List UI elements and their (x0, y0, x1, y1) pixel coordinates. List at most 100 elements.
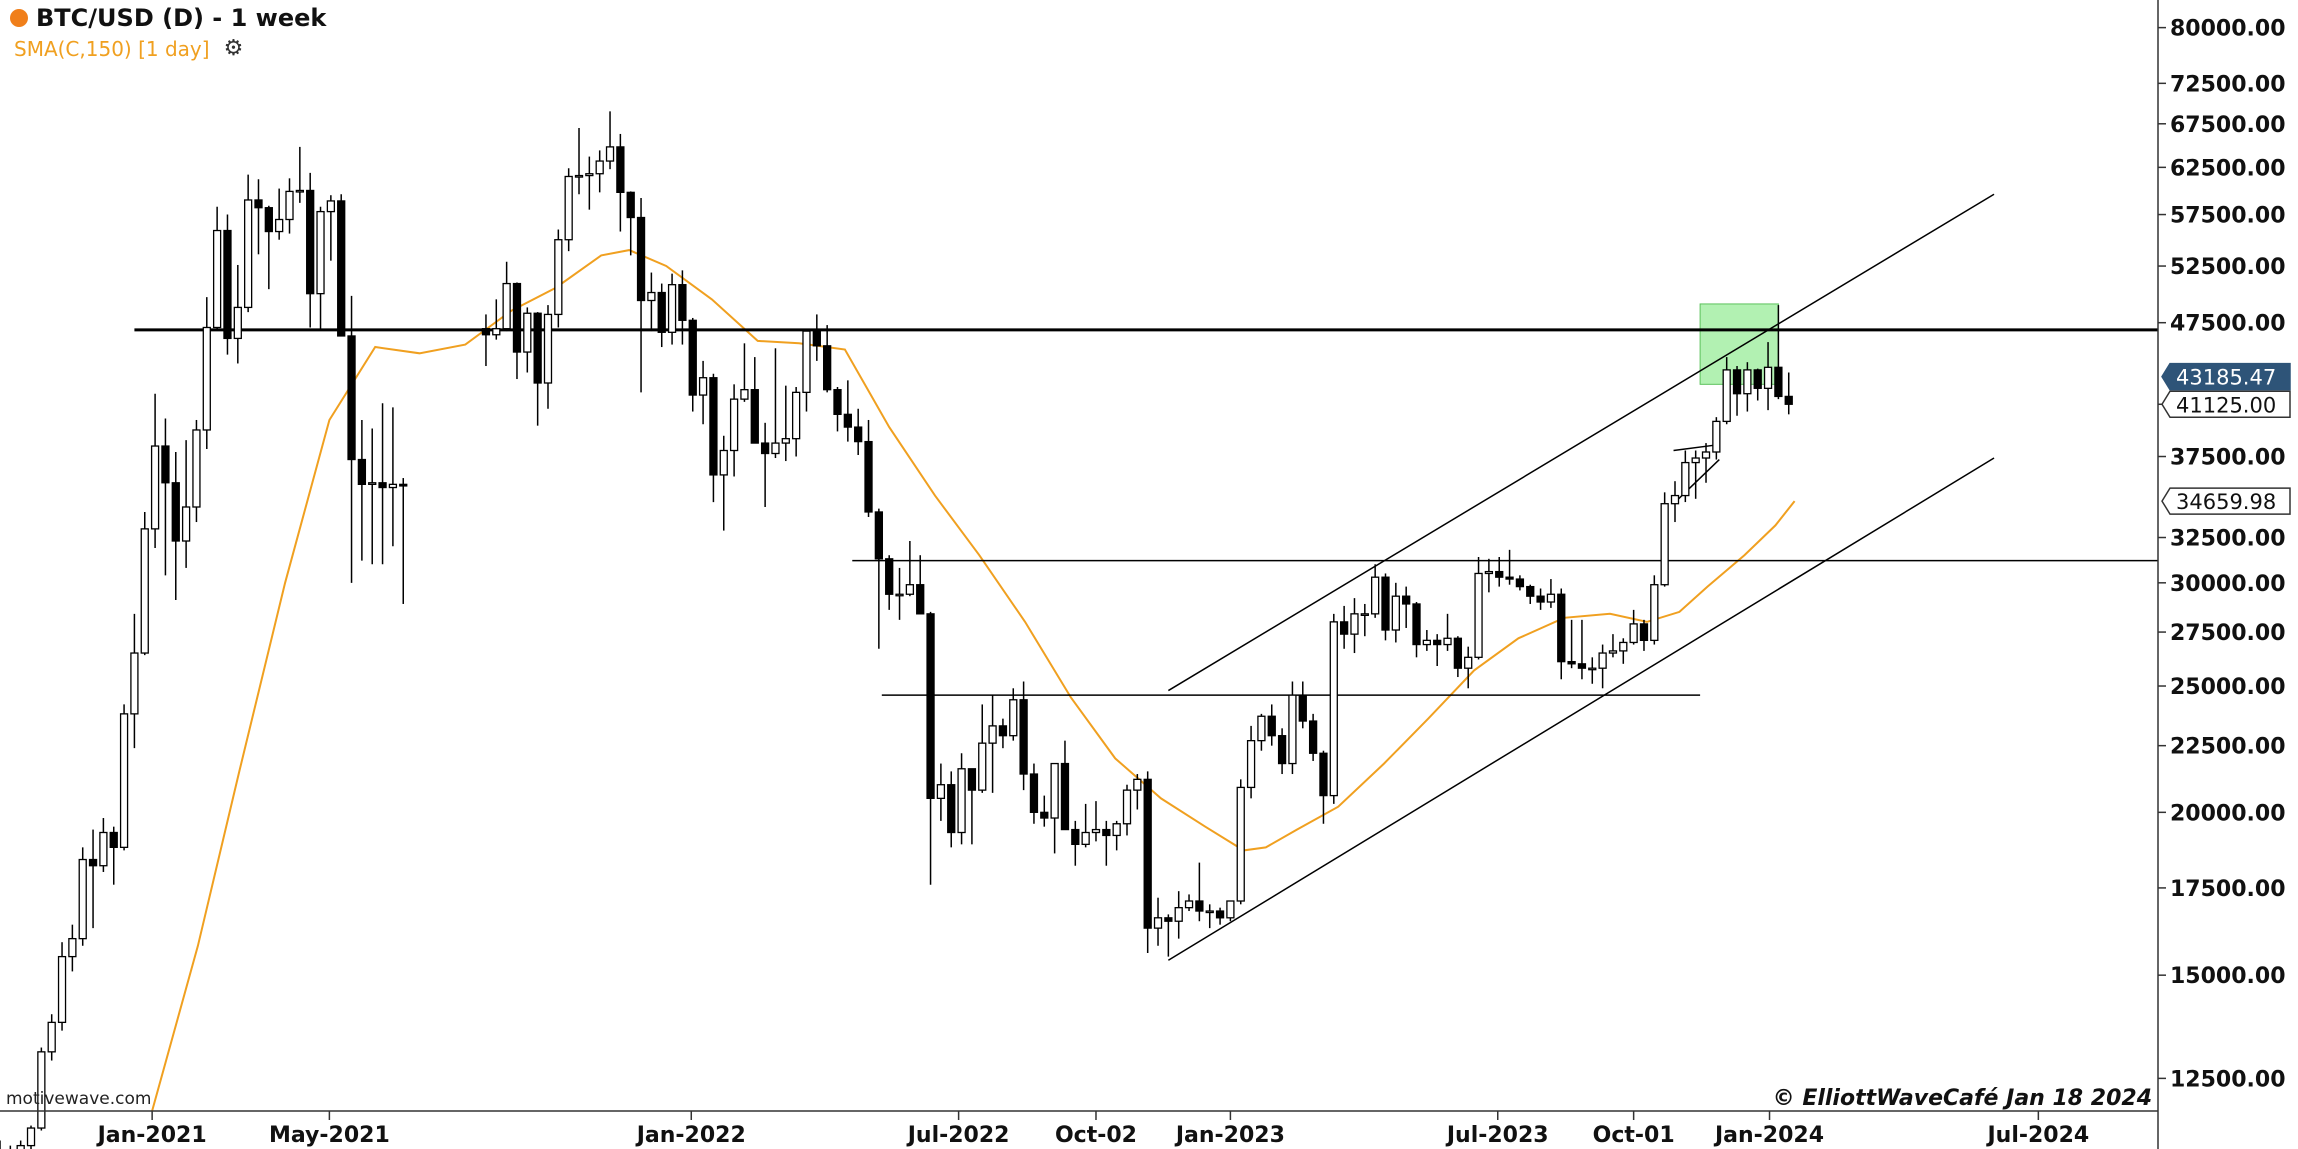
candle (947, 771, 956, 848)
y-tick-label: 57500.00 (2170, 204, 2286, 229)
candle (916, 555, 925, 615)
channel-line (1167, 193, 1995, 692)
candle (26, 1125, 36, 1149)
candle-body (140, 528, 149, 654)
candle (171, 451, 180, 601)
candle (978, 704, 987, 793)
candle-body (1722, 369, 1731, 423)
candle (223, 214, 232, 355)
candle (47, 1014, 56, 1061)
candle-body (1164, 917, 1173, 922)
candle (1629, 609, 1638, 645)
candle-body (181, 506, 191, 542)
candle-body (37, 1051, 46, 1129)
candle (1567, 619, 1576, 669)
price-tag: 41125.00 (2161, 390, 2291, 419)
candle-body (1670, 494, 1680, 505)
candle-body (481, 328, 491, 336)
candle (812, 314, 821, 361)
candle (1195, 862, 1204, 922)
candle (1050, 762, 1059, 854)
candle-body (223, 229, 232, 340)
candle-body (233, 306, 242, 340)
candle (1350, 598, 1359, 654)
candle (885, 555, 894, 610)
candle (657, 283, 666, 348)
candle (1402, 586, 1411, 628)
candle (1267, 704, 1276, 746)
price-tag-box (2161, 487, 2291, 515)
candle-body (1308, 720, 1318, 754)
y-tick-label: 67500.00 (2170, 113, 2286, 138)
x-tick-label: Jul-2024 (1985, 1123, 2089, 1148)
candle-body (1784, 395, 1793, 405)
x-tick-label: Jan-2022 (635, 1123, 746, 1148)
y-tick-label: 37500.00 (2170, 446, 2286, 471)
candle (1153, 897, 1163, 946)
candle (1371, 564, 1380, 618)
candle (1732, 366, 1742, 416)
candle (399, 478, 408, 604)
candle (729, 384, 739, 477)
candle-body (1339, 621, 1349, 635)
candle-body (905, 584, 915, 595)
candle (1102, 820, 1111, 866)
candle-body (1195, 900, 1204, 912)
candle-body (212, 229, 222, 329)
candle-body (1360, 613, 1369, 616)
candle (1215, 907, 1225, 925)
candle-body (864, 440, 873, 513)
candle (326, 195, 336, 261)
candle-body (1701, 451, 1711, 459)
candle-body (130, 652, 139, 715)
candle (905, 541, 915, 597)
candle (823, 325, 832, 393)
candle-body (1536, 595, 1545, 603)
candle-body (605, 146, 615, 162)
candle (492, 299, 501, 340)
candle (957, 753, 966, 845)
chart-header: BTC/USD (D) - 1 week (10, 4, 326, 32)
candle-body (988, 725, 997, 744)
candle-body (1122, 789, 1132, 825)
candle-body (533, 312, 542, 384)
candle (1029, 763, 1039, 824)
candle-body (998, 725, 1008, 737)
watermark: motivewave.com (6, 1089, 151, 1109)
candle-body (585, 173, 594, 177)
sma-indicator-label[interactable]: SMA(C,150) [1 day] (14, 36, 210, 61)
x-tick-label: Jul-2022 (906, 1123, 1010, 1148)
candle-body (1329, 621, 1338, 797)
candle-body (254, 199, 263, 209)
copyright-label: © ElliottWaveCafé Jan 18 2024 (1773, 1086, 2152, 1111)
candle (347, 295, 356, 583)
candle-body (388, 483, 398, 489)
candle (378, 403, 387, 565)
candle (874, 508, 884, 649)
candle (99, 818, 108, 872)
candle-body (1277, 735, 1287, 765)
gear-icon[interactable]: ⚙ (223, 36, 244, 61)
candle (1701, 443, 1711, 483)
chart-title[interactable]: BTC/USD (D) - 1 week (36, 4, 327, 32)
candle-body (368, 482, 377, 486)
candle (1474, 557, 1483, 660)
candle-body (378, 482, 387, 489)
candle (1670, 481, 1680, 523)
candle-body (688, 319, 697, 396)
candle-body (936, 784, 946, 800)
candle-body (202, 326, 211, 431)
candle (1329, 613, 1338, 804)
candle-body (192, 429, 201, 508)
candle (595, 150, 604, 193)
candle (1536, 588, 1545, 610)
candle-body (574, 174, 584, 178)
candle-body (1732, 369, 1742, 395)
candle (1319, 750, 1328, 824)
y-tick-label: 20000.00 (2170, 801, 2286, 826)
price-tag-label: 34659.98 (2176, 490, 2276, 514)
candle-body (16, 1144, 25, 1149)
y-tick-label: 72500.00 (2170, 72, 2286, 97)
candle (616, 133, 625, 232)
